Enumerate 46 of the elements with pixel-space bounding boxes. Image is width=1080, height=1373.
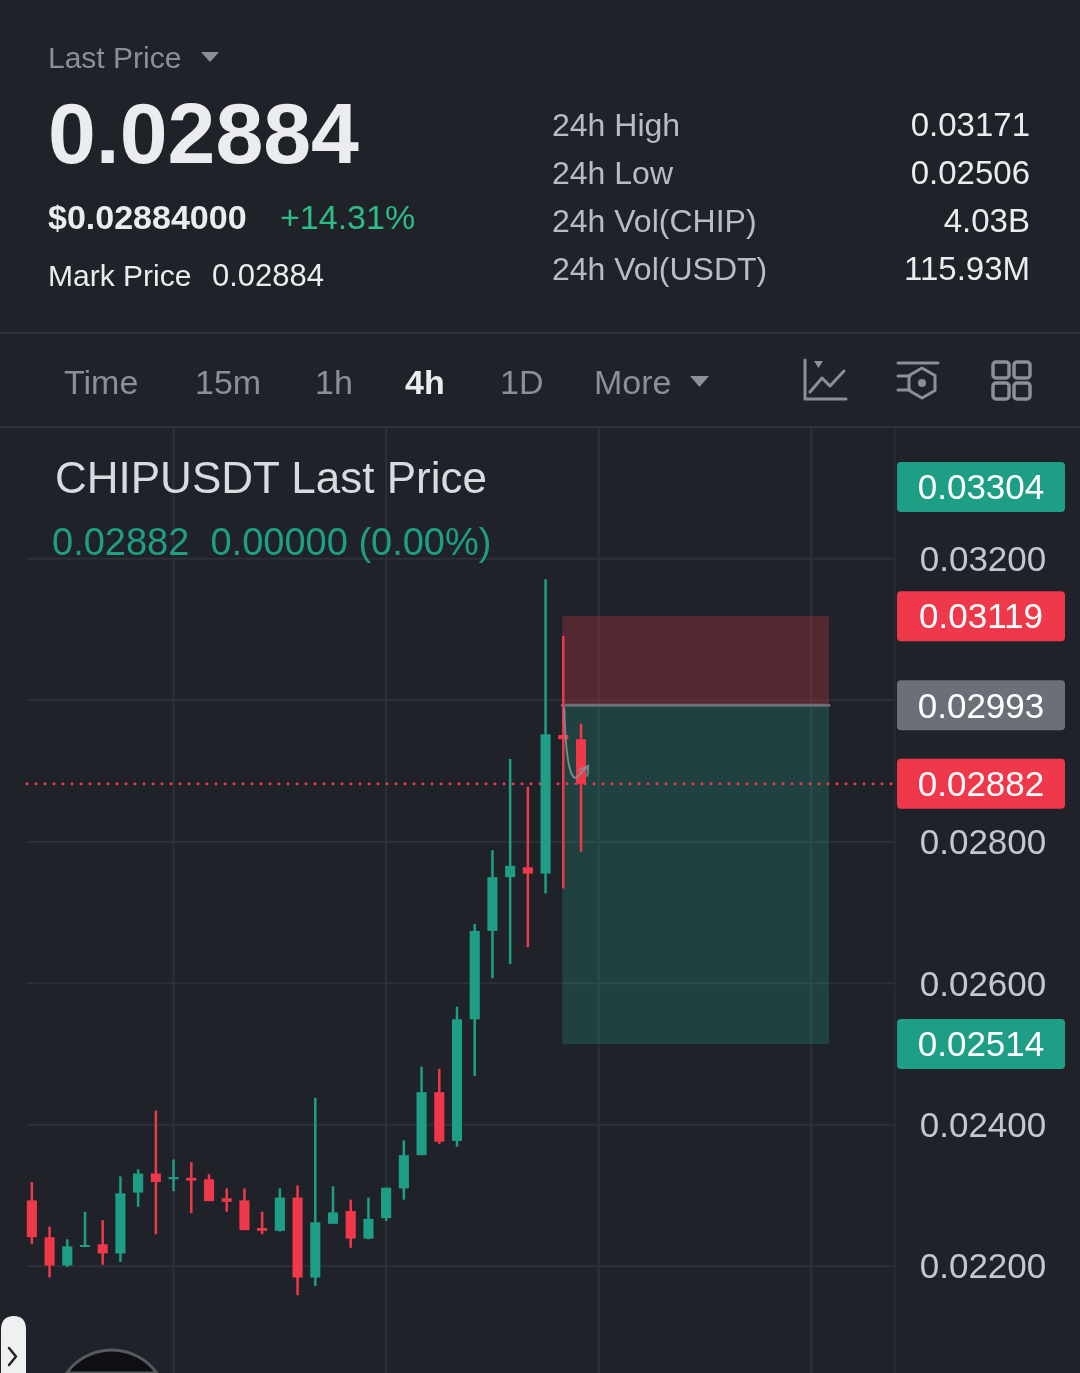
text: 1D (500, 363, 544, 401)
text: +14.31% (280, 198, 416, 236)
candlestick (522, 785, 533, 949)
text: More (594, 363, 672, 401)
y-tick-label: 0.02600 (919, 963, 1047, 1003)
candlestick (186, 1160, 197, 1215)
text: Mark Price (48, 259, 192, 292)
candlestick (221, 1187, 232, 1213)
text: 0.02884 (212, 258, 325, 293)
text: 4h (405, 363, 445, 401)
text: 0.02506 (910, 154, 1030, 191)
text: 1h (315, 363, 353, 401)
candlestick (97, 1218, 108, 1267)
text: 15m (195, 363, 262, 401)
y-tick-label: 0.02400 (919, 1104, 1047, 1144)
candlestick (133, 1168, 144, 1209)
candlestick (203, 1172, 215, 1203)
text: 24h High (552, 107, 681, 143)
band-label: 0.02514 (917, 1024, 1045, 1064)
text: 0.02884 (48, 85, 360, 181)
candlestick (168, 1158, 179, 1193)
y-tick-label: 0.03200 (919, 539, 1047, 579)
text: Time (64, 363, 139, 401)
text: 115.93M (904, 250, 1030, 287)
y-tick-label: 0.02800 (919, 822, 1047, 862)
ref-line-label: 0.02993 (917, 685, 1045, 725)
text: 0.03171 (910, 106, 1030, 143)
text: Last Price (48, 41, 182, 74)
text: 24h Vol(USDT) (552, 251, 768, 287)
candlestick (257, 1210, 268, 1236)
text: 24h Low (552, 155, 674, 191)
candlestick (505, 757, 516, 966)
text: CHIPUSDT Last Price (55, 453, 487, 502)
candlestick (79, 1210, 91, 1249)
candlestick (363, 1196, 374, 1241)
ref-line-label: 0.02882 (917, 764, 1045, 804)
band-label: 0.03119 (919, 596, 1043, 636)
text: 24h Vol(CHIP) (552, 203, 757, 239)
y-tick-label: 0.02200 (919, 1246, 1047, 1286)
text: 0.02882 0.00000 (0.00%) (52, 521, 492, 563)
text: $0.02884000 (48, 198, 247, 236)
candlestick (327, 1185, 339, 1225)
text: 4.03B (943, 202, 1030, 239)
candlestick (62, 1238, 73, 1269)
text: 0.03304 (917, 467, 1045, 507)
candlestick (150, 1109, 161, 1236)
